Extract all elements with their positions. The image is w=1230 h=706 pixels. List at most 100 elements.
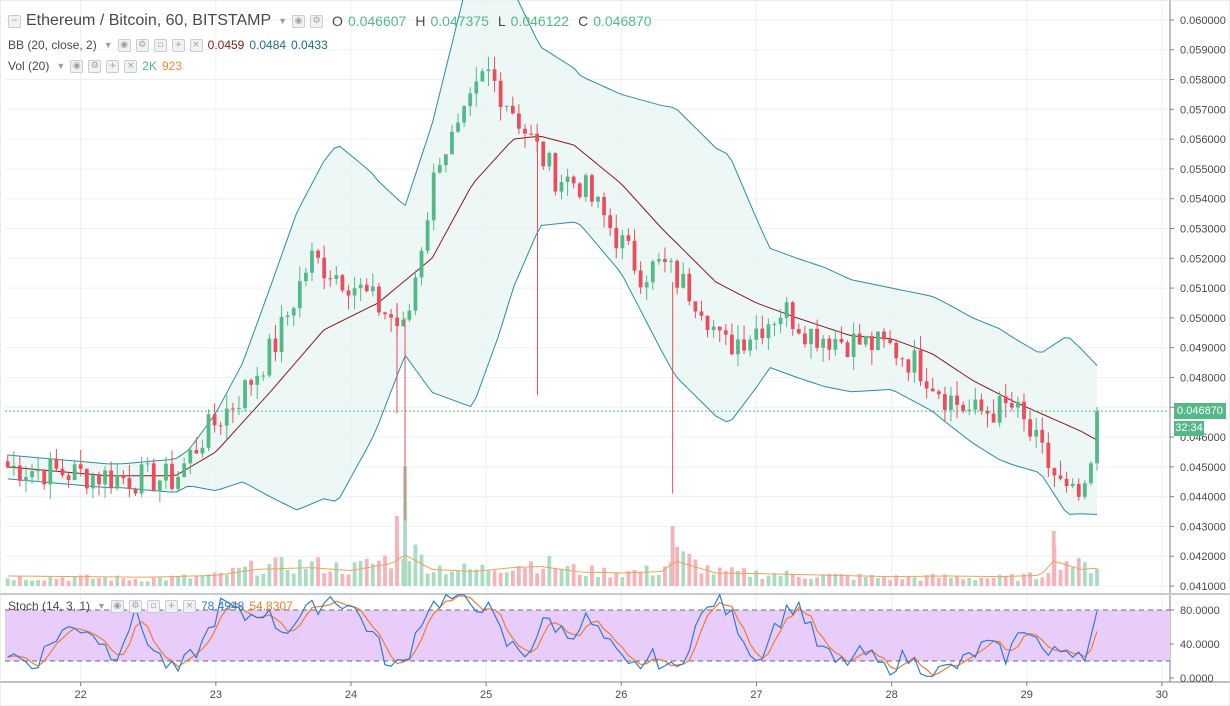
square-icon[interactable]: ▫: [153, 38, 167, 52]
candle-body: [474, 81, 479, 94]
volume-bar: [656, 574, 661, 586]
stoch-label[interactable]: Stoch (14, 3, 1): [8, 599, 91, 613]
volume-bar: [790, 573, 795, 586]
vol-label[interactable]: Vol (20): [8, 59, 50, 73]
y-tick-label: 0.044000: [1180, 492, 1226, 504]
candle-body: [839, 338, 844, 343]
stoch-tick-label: 0.0000: [1180, 673, 1214, 685]
stoch-k-value: 78.4948: [200, 599, 245, 613]
candle-body: [176, 477, 180, 489]
gear-icon[interactable]: ⚙: [135, 38, 149, 52]
volume-bar: [723, 571, 728, 586]
volume-bar: [961, 579, 966, 586]
gear-icon[interactable]: ⚙: [88, 59, 102, 73]
volume-bar: [1003, 575, 1008, 586]
eye-icon[interactable]: ◉: [70, 59, 84, 73]
chevron-down-icon[interactable]: ▼: [56, 61, 66, 71]
volume-bar: [845, 574, 850, 586]
eye-icon[interactable]: ◉: [110, 599, 124, 613]
volume-bar: [383, 555, 387, 586]
volume-spike: [670, 526, 675, 586]
time-axis[interactable]: 22 23 24 25 26 27 28 29 30: [75, 682, 1168, 701]
volume-bar: [1095, 568, 1099, 586]
candle-body: [267, 338, 272, 376]
volume-bar: [17, 575, 22, 586]
price-axis[interactable]: 0.060000 0.059000 0.058000 0.057000 0.056000…: [1170, 15, 1226, 593]
candle-body: [443, 154, 448, 166]
square-icon[interactable]: ▫: [146, 599, 160, 613]
candle-body: [754, 328, 759, 340]
volume-bar: [316, 557, 320, 586]
candle-body: [346, 290, 351, 296]
bar-countdown-tag: 32:34: [1174, 421, 1204, 436]
y-tick-label: 0.041000: [1180, 581, 1226, 593]
volume-bar: [121, 578, 126, 586]
volume-bar: [1046, 573, 1051, 586]
bb-label[interactable]: BB (20, close, 2): [8, 38, 97, 52]
volume-bar: [377, 560, 381, 586]
volume-bar: [918, 580, 923, 586]
candle-body: [462, 106, 467, 123]
volume-bar: [565, 565, 570, 586]
candle-body: [322, 257, 327, 279]
eye-icon[interactable]: ◉: [117, 38, 131, 52]
volume-bar: [717, 567, 722, 586]
volume-bar: [608, 577, 613, 586]
eye-icon[interactable]: ◉: [292, 14, 306, 28]
candle-body: [809, 328, 813, 345]
volume-bar: [103, 577, 107, 586]
volume-bar: [936, 577, 941, 586]
volume-bar: [796, 576, 801, 586]
plus-icon[interactable]: +: [164, 599, 178, 613]
volume-bar: [949, 577, 953, 586]
candle-body: [541, 141, 546, 167]
chevron-down-icon[interactable]: ▼: [278, 16, 288, 26]
stoch-band: [5, 610, 1170, 661]
chevron-down-icon[interactable]: ▼: [103, 40, 113, 50]
candle-body: [297, 281, 302, 309]
volume-bar: [1040, 577, 1045, 586]
plus-icon[interactable]: +: [171, 38, 185, 52]
bb-fill: [7, 0, 1098, 515]
volume-bar: [474, 569, 479, 586]
close-icon[interactable]: ×: [124, 59, 138, 73]
volume-bar: [839, 574, 844, 586]
candle-body: [1028, 419, 1032, 437]
candle-body: [997, 396, 1002, 423]
candle-body: [1003, 396, 1008, 404]
candle-body: [632, 240, 637, 271]
volume-bar: [894, 575, 899, 586]
candle-body: [431, 172, 436, 221]
symbol-title[interactable]: Ethereum / Bitcoin, 60, BITSTAMP: [26, 12, 272, 29]
close-icon[interactable]: ×: [189, 38, 203, 52]
volume-bar: [815, 577, 819, 586]
volume-bar: [699, 573, 704, 586]
candle-body: [1082, 483, 1087, 497]
volume-bar: [876, 578, 880, 586]
volume-bar: [151, 577, 156, 586]
candle-body: [851, 333, 856, 358]
candle-body: [200, 447, 205, 454]
gear-icon[interactable]: ⚙: [310, 14, 324, 28]
candle-body: [304, 272, 308, 282]
volume-bar: [60, 577, 65, 586]
stoch-axis[interactable]: 80.0000 40.0000 0.0000: [1170, 605, 1220, 685]
candle-body: [401, 319, 406, 327]
candle-body: [450, 131, 454, 155]
chevron-down-icon[interactable]: ▼: [97, 601, 106, 611]
gear-icon[interactable]: ⚙: [128, 599, 142, 613]
close-icon[interactable]: ×: [182, 599, 196, 613]
candle-body: [930, 388, 935, 392]
volume-bar: [596, 577, 600, 586]
x-tick-label: 25: [480, 689, 492, 701]
plus-icon[interactable]: +: [106, 59, 120, 73]
collapse-icon[interactable]: −: [8, 14, 21, 28]
volume-bar: [285, 569, 290, 586]
volume-bar: [888, 580, 892, 586]
candle-body: [1040, 429, 1045, 443]
volume-bar: [809, 578, 813, 586]
candle-body: [675, 260, 680, 288]
volume-bar: [24, 579, 28, 586]
volume-bar: [72, 577, 77, 586]
